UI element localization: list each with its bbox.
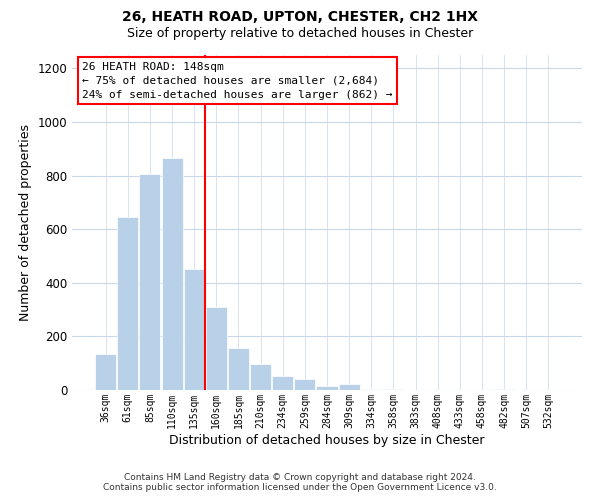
Bar	[250, 364, 271, 390]
Bar	[95, 354, 116, 390]
Bar	[272, 376, 293, 390]
Bar	[161, 158, 182, 390]
Y-axis label: Number of detached properties: Number of detached properties	[19, 124, 32, 321]
Text: Size of property relative to detached houses in Chester: Size of property relative to detached ho…	[127, 28, 473, 40]
Text: 26, HEATH ROAD, UPTON, CHESTER, CH2 1HX: 26, HEATH ROAD, UPTON, CHESTER, CH2 1HX	[122, 10, 478, 24]
Bar	[316, 386, 338, 390]
Bar	[184, 270, 205, 390]
Bar	[118, 217, 139, 390]
X-axis label: Distribution of detached houses by size in Chester: Distribution of detached houses by size …	[169, 434, 485, 446]
Bar	[383, 389, 404, 390]
Text: Contains HM Land Registry data © Crown copyright and database right 2024.
Contai: Contains HM Land Registry data © Crown c…	[103, 473, 497, 492]
Bar	[139, 174, 160, 390]
Bar	[361, 388, 382, 390]
Bar	[338, 384, 359, 390]
Bar	[295, 380, 316, 390]
Bar	[228, 348, 249, 390]
Bar	[206, 307, 227, 390]
Text: 26 HEATH ROAD: 148sqm
← 75% of detached houses are smaller (2,684)
24% of semi-d: 26 HEATH ROAD: 148sqm ← 75% of detached …	[82, 62, 392, 100]
